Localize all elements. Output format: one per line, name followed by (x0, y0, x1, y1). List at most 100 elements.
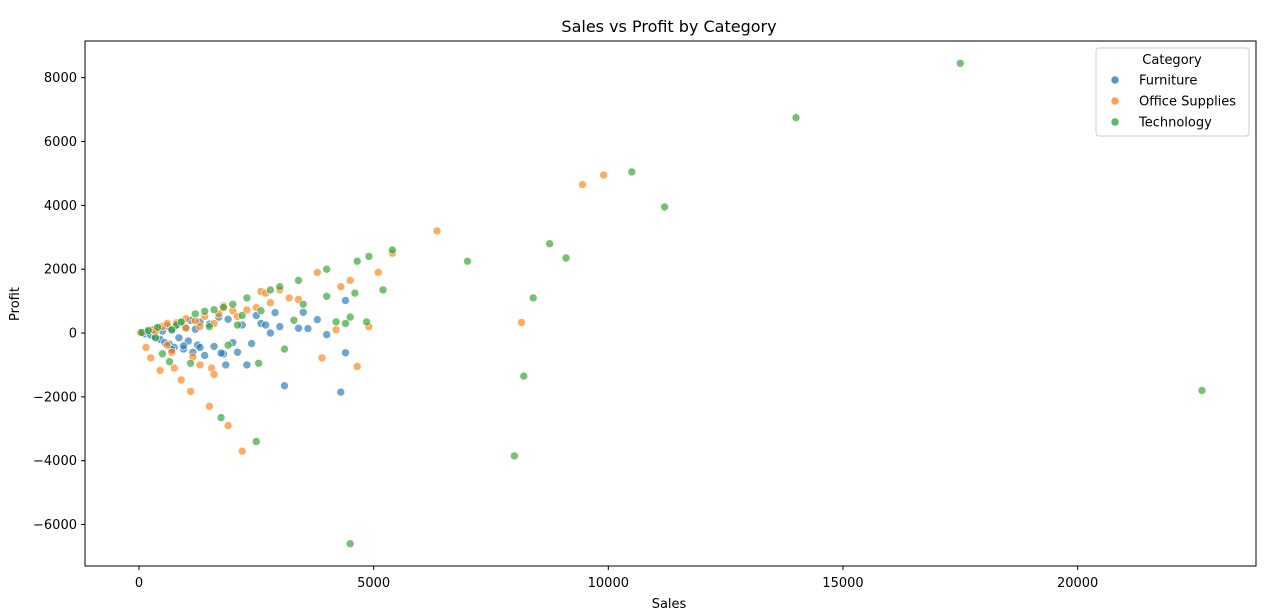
x-tick-label: 20000 (1057, 576, 1098, 591)
legend-title: Category (1142, 53, 1202, 68)
data-point (284, 293, 294, 303)
y-axis: −6000 −4000 −2000 0 2000 4000 6000 8000 (33, 71, 85, 533)
data-point (599, 170, 608, 180)
data-point (388, 245, 397, 255)
data-point (200, 306, 209, 316)
data-point (294, 276, 303, 285)
data-point (303, 324, 313, 333)
data-point (432, 226, 442, 236)
data-point (517, 318, 526, 327)
data-point (261, 320, 271, 330)
data-point (146, 353, 155, 363)
data-point (350, 288, 360, 298)
data-point (191, 309, 200, 319)
data-point (528, 293, 538, 303)
data-point (205, 402, 214, 411)
data-point (336, 387, 346, 397)
data-point (791, 113, 801, 122)
data-point (219, 303, 228, 312)
legend: Category Furniture Office Supplies Technol… (1095, 47, 1250, 137)
data-point (275, 282, 285, 292)
data-point (341, 296, 350, 305)
data-point (237, 446, 247, 456)
data-point (378, 285, 388, 295)
y-tick-label: −4000 (33, 454, 77, 469)
data-point (341, 348, 350, 358)
data-point (153, 322, 162, 332)
data-point (322, 264, 332, 274)
y-tick-label: 6000 (44, 135, 77, 150)
data-point (578, 180, 587, 189)
data-point (141, 343, 151, 352)
plot-area (136, 58, 1207, 549)
legend-marker (1110, 96, 1120, 106)
data-point (200, 351, 209, 360)
data-point (228, 299, 238, 309)
y-tick-label: 2000 (44, 263, 77, 278)
data-point (195, 322, 205, 331)
data-point (216, 413, 226, 422)
data-point (510, 451, 519, 461)
plot-frame (84, 40, 1257, 567)
data-point (242, 305, 252, 315)
data-point (322, 330, 332, 339)
data-point (223, 421, 233, 430)
legend-label: Office Supplies (1139, 95, 1236, 110)
data-point (165, 357, 174, 367)
data-point (205, 322, 214, 331)
data-point (167, 347, 177, 357)
data-point (322, 291, 332, 301)
data-point (176, 317, 186, 327)
y-axis-label: Profit (8, 287, 23, 321)
legend-item: Furniture (1110, 74, 1197, 89)
data-point (209, 342, 219, 351)
y-tick-label: 8000 (44, 71, 77, 86)
data-point (280, 381, 289, 391)
data-point (186, 387, 195, 396)
data-point (174, 333, 184, 343)
data-point (331, 325, 341, 335)
data-point (352, 256, 362, 266)
data-point (270, 308, 280, 317)
data-point (169, 363, 179, 373)
data-point (176, 375, 186, 385)
x-tick-label: 0 (135, 576, 143, 591)
y-tick-label: 4000 (44, 199, 77, 214)
data-point (151, 333, 160, 343)
data-point (155, 366, 165, 375)
data-point (336, 282, 346, 292)
y-tick-label: −6000 (33, 518, 77, 533)
data-point (209, 305, 219, 315)
series-technology (137, 58, 1207, 549)
data-point (254, 358, 264, 368)
data-point (463, 256, 472, 266)
data-point (162, 340, 172, 350)
legend-marker (1110, 75, 1120, 85)
data-point (660, 202, 669, 212)
data-point (223, 314, 233, 324)
data-point (373, 268, 383, 277)
data-point (266, 285, 275, 295)
y-tick-label: −2000 (33, 390, 77, 405)
data-point (237, 311, 247, 320)
data-point (341, 319, 350, 328)
legend-label: Technology (1138, 116, 1212, 131)
x-tick-label: 10000 (588, 576, 629, 591)
x-axis: 0 5000 10000 15000 20000 (135, 566, 1098, 591)
data-point (233, 347, 242, 357)
data-point (312, 315, 322, 324)
legend-item: Office Supplies (1110, 95, 1236, 110)
data-point (223, 340, 233, 350)
data-point (186, 358, 195, 368)
legend-box (1095, 47, 1250, 137)
data-point (144, 326, 153, 335)
data-point (266, 298, 275, 308)
data-point (233, 320, 242, 330)
data-point (317, 353, 327, 363)
x-tick-label: 5000 (357, 576, 390, 591)
data-point (345, 539, 355, 549)
data-point (519, 371, 529, 381)
y-tick-label: 0 (69, 327, 77, 342)
data-point (289, 315, 299, 325)
